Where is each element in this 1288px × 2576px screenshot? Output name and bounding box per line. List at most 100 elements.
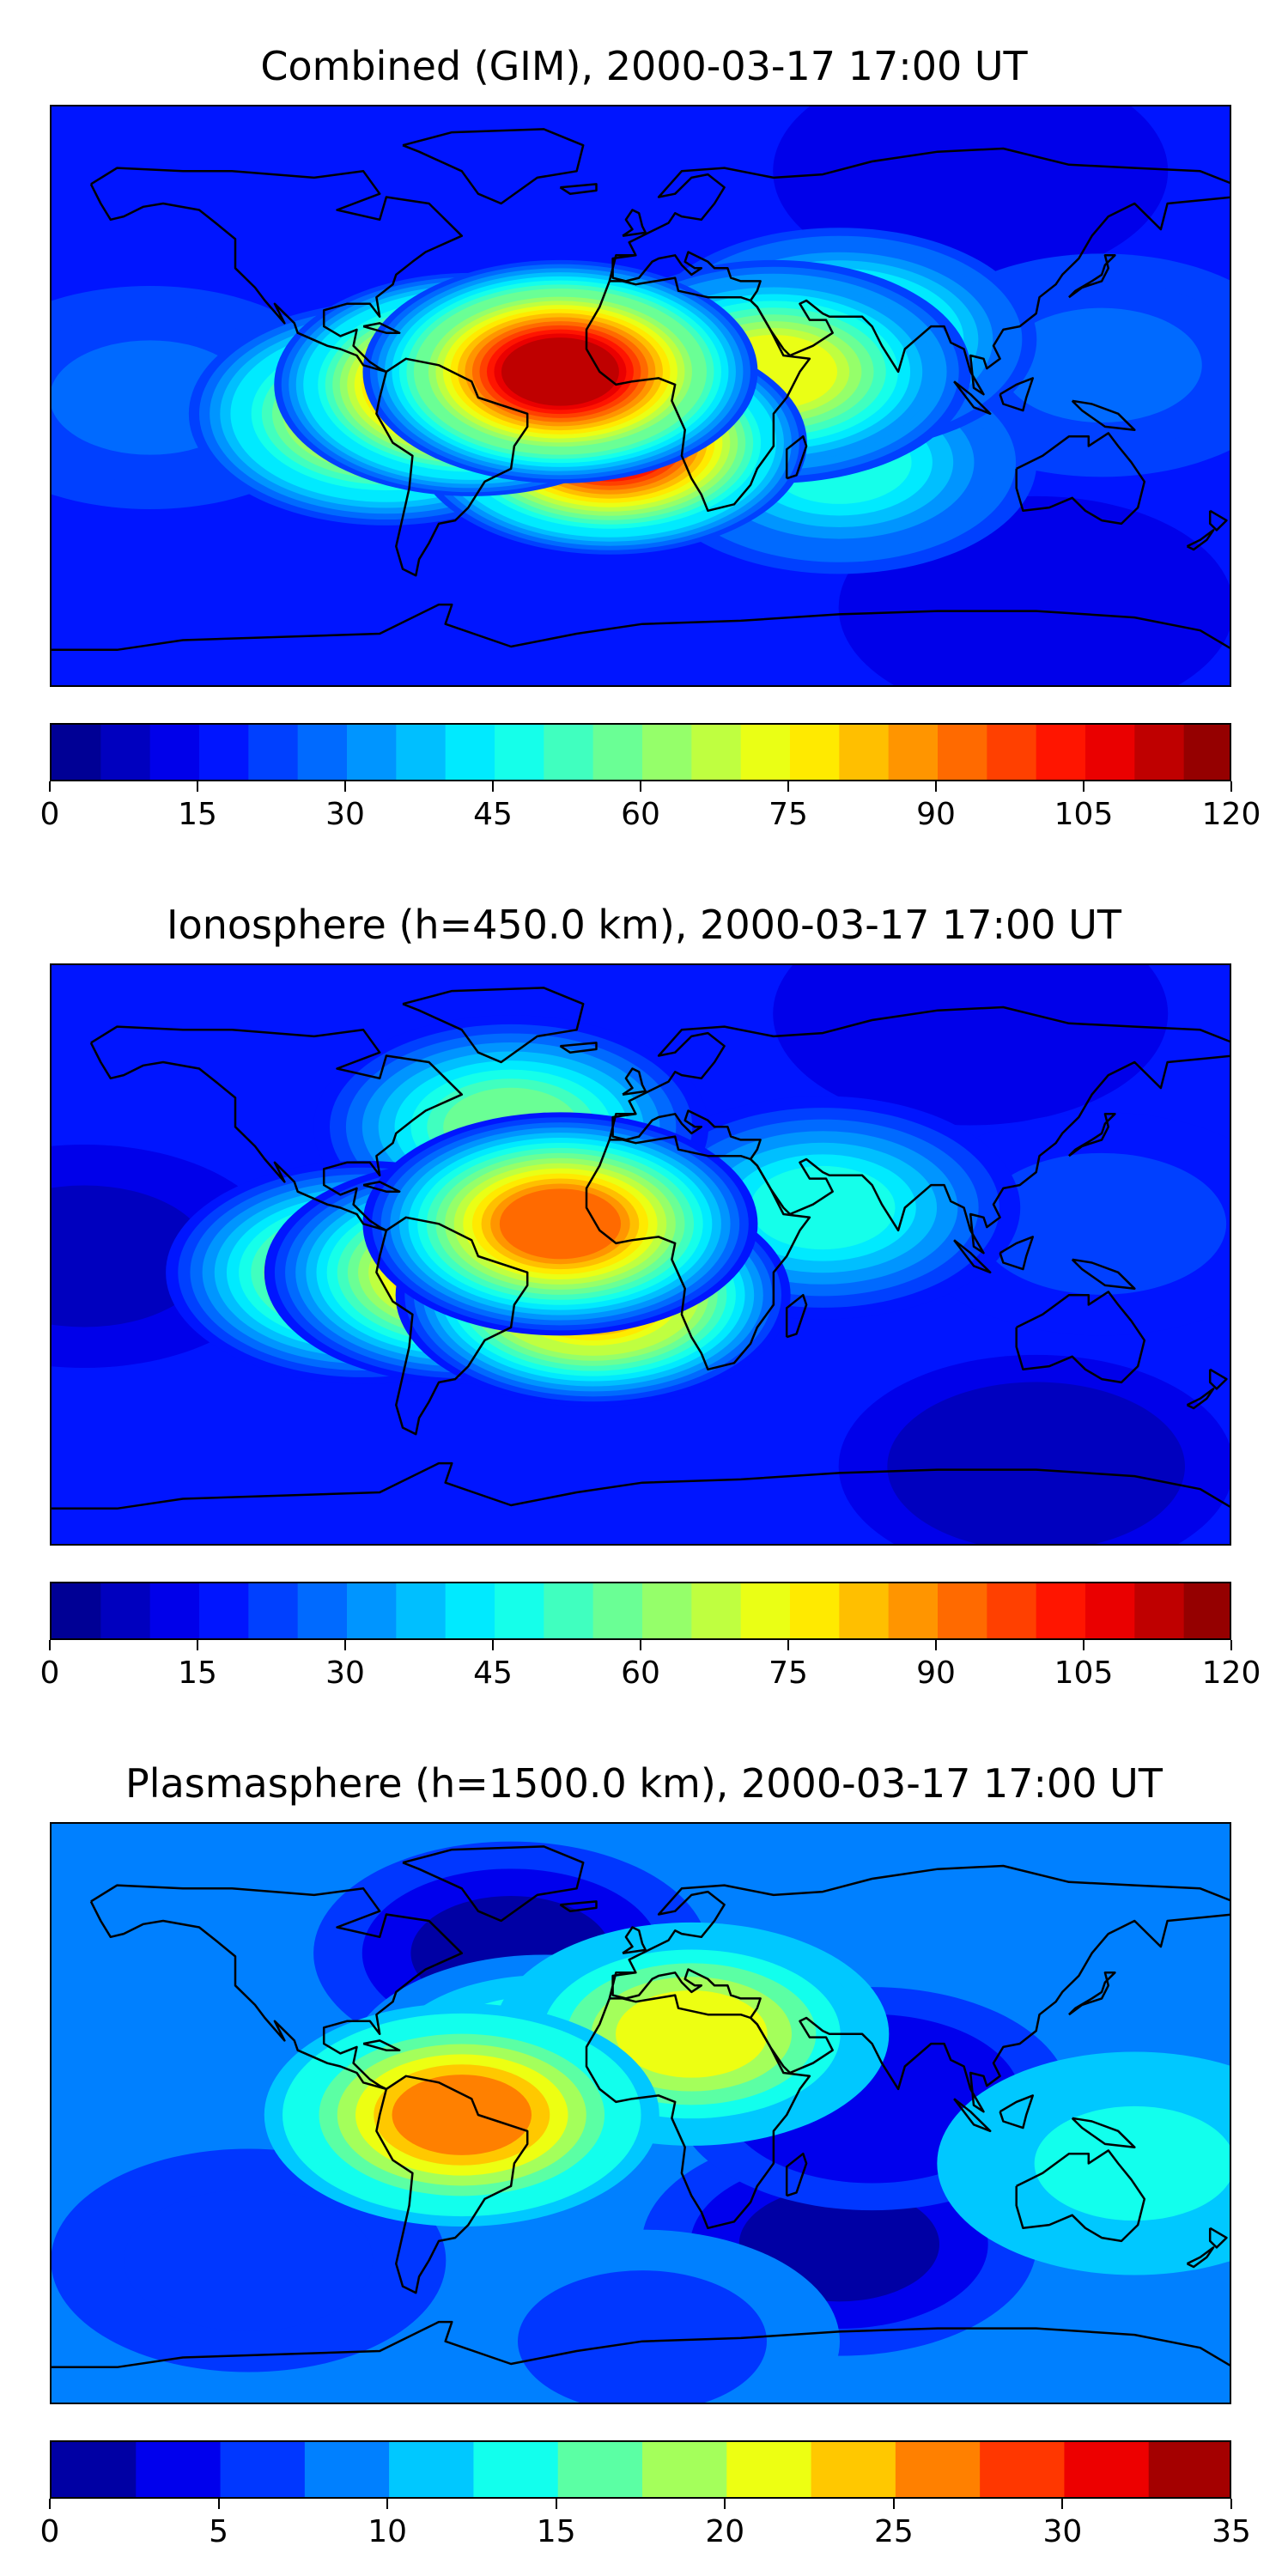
colorbar-tick — [555, 2499, 557, 2509]
colorbar-tick — [49, 781, 51, 792]
colorbar-tick-label: 75 — [769, 1656, 808, 1691]
colorbar-tick — [787, 1640, 789, 1650]
colorbar-band — [445, 1583, 495, 1638]
colorbar-band — [938, 1583, 988, 1638]
colorbar-tick — [1061, 2499, 1064, 2509]
colorbar-band — [740, 1583, 791, 1638]
coastline — [402, 128, 585, 205]
coastline — [89, 1025, 464, 1232]
colorbar-tick — [492, 1640, 494, 1650]
coastline — [785, 2152, 808, 2197]
colorbar-band — [396, 1583, 447, 1638]
colorbar-tick-label: 120 — [1201, 797, 1261, 832]
coastline — [1208, 509, 1228, 532]
colorbar-tick-label: 75 — [769, 797, 808, 832]
colorbar-band — [1183, 1583, 1230, 1638]
coastline — [375, 1216, 529, 1436]
colorbar-band — [220, 2442, 306, 2497]
colorbar-bands — [52, 1583, 1230, 1638]
colorbar-band — [839, 725, 890, 780]
colorbar-band — [987, 1583, 1037, 1638]
coastline — [608, 147, 1230, 396]
colorbar-tick-label: 30 — [325, 1656, 365, 1691]
contour-region — [1034, 2105, 1230, 2221]
colorbar-tick-label: 30 — [325, 797, 365, 832]
colorbar-tick — [724, 2499, 726, 2509]
coastline — [608, 1864, 1230, 2113]
contour-region — [518, 2270, 767, 2403]
colorbar-band — [248, 1583, 299, 1638]
colorbar-tick — [1230, 2499, 1232, 2509]
colorbar-tick-label: 20 — [705, 2514, 745, 2549]
coastline — [89, 167, 464, 374]
coastline — [785, 1293, 808, 1339]
colorbar-band — [642, 725, 693, 780]
colorbar-band — [1148, 2442, 1230, 2497]
colorbar-band — [52, 725, 102, 780]
coastline — [585, 276, 811, 513]
colorbar-tick-label: 15 — [178, 1656, 217, 1691]
colorbar-tick-label: 15 — [178, 797, 217, 832]
colorbar-tick — [344, 781, 346, 792]
colorbar-band — [592, 1583, 643, 1638]
coastline — [785, 434, 808, 480]
colorbar-band — [938, 725, 988, 780]
colorbar-tick-label: 0 — [39, 2514, 60, 2549]
colorbar-tick — [197, 1640, 198, 1650]
contour-region — [846, 106, 1096, 242]
coastline — [362, 2039, 401, 2051]
colorbar-band — [544, 1583, 594, 1638]
coastline — [89, 1884, 464, 2091]
panel-ionosphere: Ionosphere (h=450.0 km), 2000-03-17 17:0… — [40, 902, 1261, 1691]
colorbar-tick-label: 105 — [1054, 1656, 1114, 1691]
colorbar-band — [740, 725, 791, 780]
colorbar-band — [691, 1583, 742, 1638]
colorbar-band — [888, 725, 939, 780]
colorbar — [50, 723, 1231, 781]
colorbar-band — [1085, 725, 1136, 780]
colorbar — [50, 2440, 1231, 2499]
colorbar-tick — [935, 1640, 937, 1650]
coastline — [622, 1067, 647, 1096]
colorbar-tick-label: 105 — [1054, 797, 1114, 832]
colorbar-band — [199, 1583, 250, 1638]
coastline — [52, 603, 1230, 652]
coastline — [953, 380, 992, 416]
contour-map — [52, 1824, 1230, 2403]
colorbar-band — [347, 725, 398, 780]
coastline — [1071, 1258, 1136, 1290]
colorbar-tick-label: 30 — [1042, 2514, 1083, 2549]
coastline — [1015, 432, 1146, 526]
coastline — [52, 2320, 1230, 2369]
colorbar-band — [100, 1583, 151, 1638]
contour-region — [911, 537, 1161, 679]
coastline — [375, 2075, 529, 2294]
coastline — [362, 322, 401, 334]
coastline — [1068, 254, 1116, 299]
contour-region — [124, 2190, 374, 2331]
colorbar-band — [1036, 1583, 1086, 1638]
colorbar-tick — [787, 781, 789, 792]
coastline — [1071, 2117, 1136, 2148]
colorbar-band — [980, 2442, 1066, 2497]
colorbar-tick-label: 5 — [209, 2514, 229, 2549]
coastline — [375, 357, 529, 577]
coastline — [1071, 399, 1136, 431]
coastline — [999, 377, 1035, 412]
coastline — [585, 1135, 811, 1371]
coastline — [1015, 2149, 1146, 2243]
coastline — [622, 209, 647, 237]
coastline — [1208, 2227, 1228, 2249]
colorbar-band — [445, 725, 495, 780]
coastline — [1186, 529, 1215, 551]
colorbar-tick-label: 45 — [473, 797, 513, 832]
colorbar-tick — [1230, 1640, 1232, 1650]
coastline — [999, 2094, 1035, 2129]
colorbar-band — [987, 725, 1037, 780]
contour-region — [616, 1990, 768, 2078]
colorbar-band — [811, 2442, 896, 2497]
chart-title: Combined (GIM), 2000-03-17 17:00 UT — [260, 43, 1028, 89]
colorbar-band — [1064, 2442, 1150, 2497]
colorbar-tick — [217, 2499, 220, 2509]
contour-region — [1001, 307, 1202, 422]
